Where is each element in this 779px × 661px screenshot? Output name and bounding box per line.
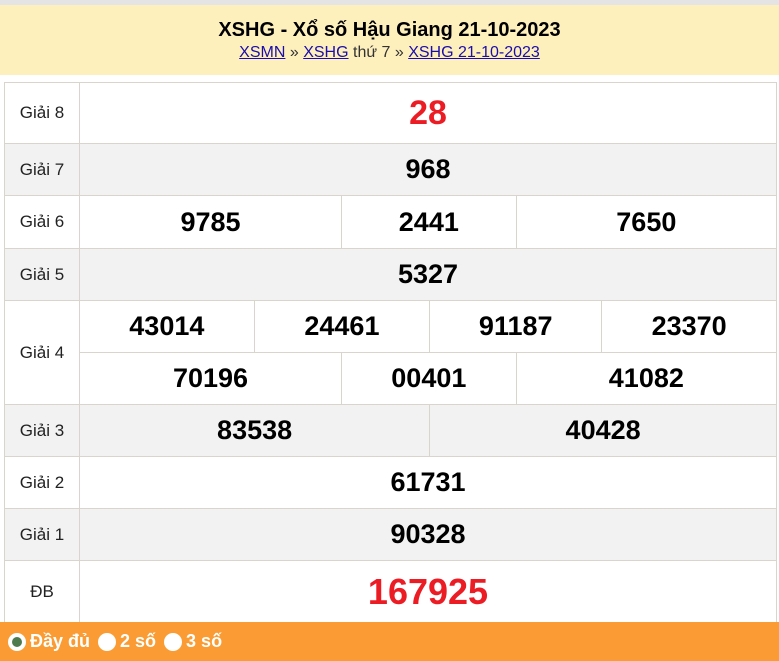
prize-number: 70196 (79, 352, 342, 405)
option-3-digits[interactable]: 3 số (164, 631, 222, 652)
top-strip (0, 0, 779, 5)
prize-number: 24461 (253, 300, 431, 353)
radio-icon[interactable] (98, 632, 117, 651)
radio-selected-icon[interactable] (8, 632, 26, 651)
breadcrumb-sep: » (285, 44, 304, 61)
header: XSHG - Xổ số Hậu Giang 21-10-2023 XSMN »… (0, 5, 779, 75)
row-giai-4b: 70196 00401 41082 (5, 352, 778, 405)
prize-number: 7650 (515, 195, 778, 249)
prize-label: Giải 3 (4, 404, 80, 457)
prize-label: ĐB (4, 560, 80, 623)
prize-number: 9785 (79, 195, 342, 249)
option-full[interactable]: Đầy đủ (8, 631, 90, 652)
row-giai-6: Giải 6 9785 2441 7650 (4, 195, 778, 249)
prize-label: Giải 5 (4, 248, 80, 301)
prize-number: 91187 (429, 300, 603, 353)
page-title: XSHG - Xổ số Hậu Giang 21-10-2023 (218, 19, 561, 41)
prize-number: 167925 (79, 560, 777, 623)
option-2-digits[interactable]: 2 số (98, 631, 156, 652)
prize-label: Giải 1 (4, 508, 80, 561)
breadcrumb: XSMN » XSHG thứ 7 » XSHG 21-10-2023 (0, 43, 779, 63)
row-giai-1: Giải 1 90328 (4, 508, 777, 561)
breadcrumb-xshg[interactable]: XSHG (303, 44, 349, 61)
row-giai-4: Giải 4 43014 24461 91187 23370 (4, 300, 777, 405)
breadcrumb-weekday: thứ 7 » (348, 44, 409, 61)
row-dac-biet: ĐB 167925 (4, 560, 777, 623)
prize-label: Giải 7 (4, 143, 80, 196)
prize-label: Giải 8 (4, 82, 80, 144)
prize-number: 41082 (515, 352, 778, 405)
prize-label: Giải 6 (4, 195, 80, 249)
breadcrumb-date[interactable]: XSHG 21-10-2023 (408, 44, 540, 61)
prize-number: 23370 (601, 300, 777, 353)
row-giai-8: Giải 8 28 (4, 82, 777, 144)
row-giai-5: Giải 5 5327 (4, 248, 777, 301)
results-table: Giải 8 28 Giải 7 968 Giải 6 9785 2441 7650 Gi… (4, 82, 778, 623)
row-giai-3: Giải 3 83538 40428 (4, 404, 777, 457)
prize-number: 61731 (79, 456, 777, 509)
prize-number: 5327 (79, 248, 777, 301)
prize-label: Giải 4 (4, 300, 80, 405)
prize-number: 83538 (78, 404, 431, 457)
prize-label: Giải 2 (4, 456, 80, 509)
radio-icon[interactable] (164, 632, 183, 651)
breadcrumb-xsmn[interactable]: XSMN (239, 44, 286, 61)
prize-number: 90328 (79, 508, 777, 561)
prize-number: 28 (79, 82, 777, 144)
display-options: Đầy đủ 2 số 3 số (0, 622, 779, 661)
prize-number: 968 (79, 143, 777, 196)
row-giai-2: Giải 2 61731 (4, 456, 777, 509)
prize-number: 43014 (79, 300, 255, 353)
prize-number: 2441 (341, 195, 517, 249)
row-giai-7: Giải 7 968 (4, 143, 777, 196)
option-label: 2 số (120, 631, 157, 651)
prize-number: 40428 (429, 404, 777, 457)
option-label: 3 số (186, 631, 223, 651)
prize-number: 00401 (341, 352, 517, 405)
option-label: Đầy đủ (30, 631, 91, 651)
